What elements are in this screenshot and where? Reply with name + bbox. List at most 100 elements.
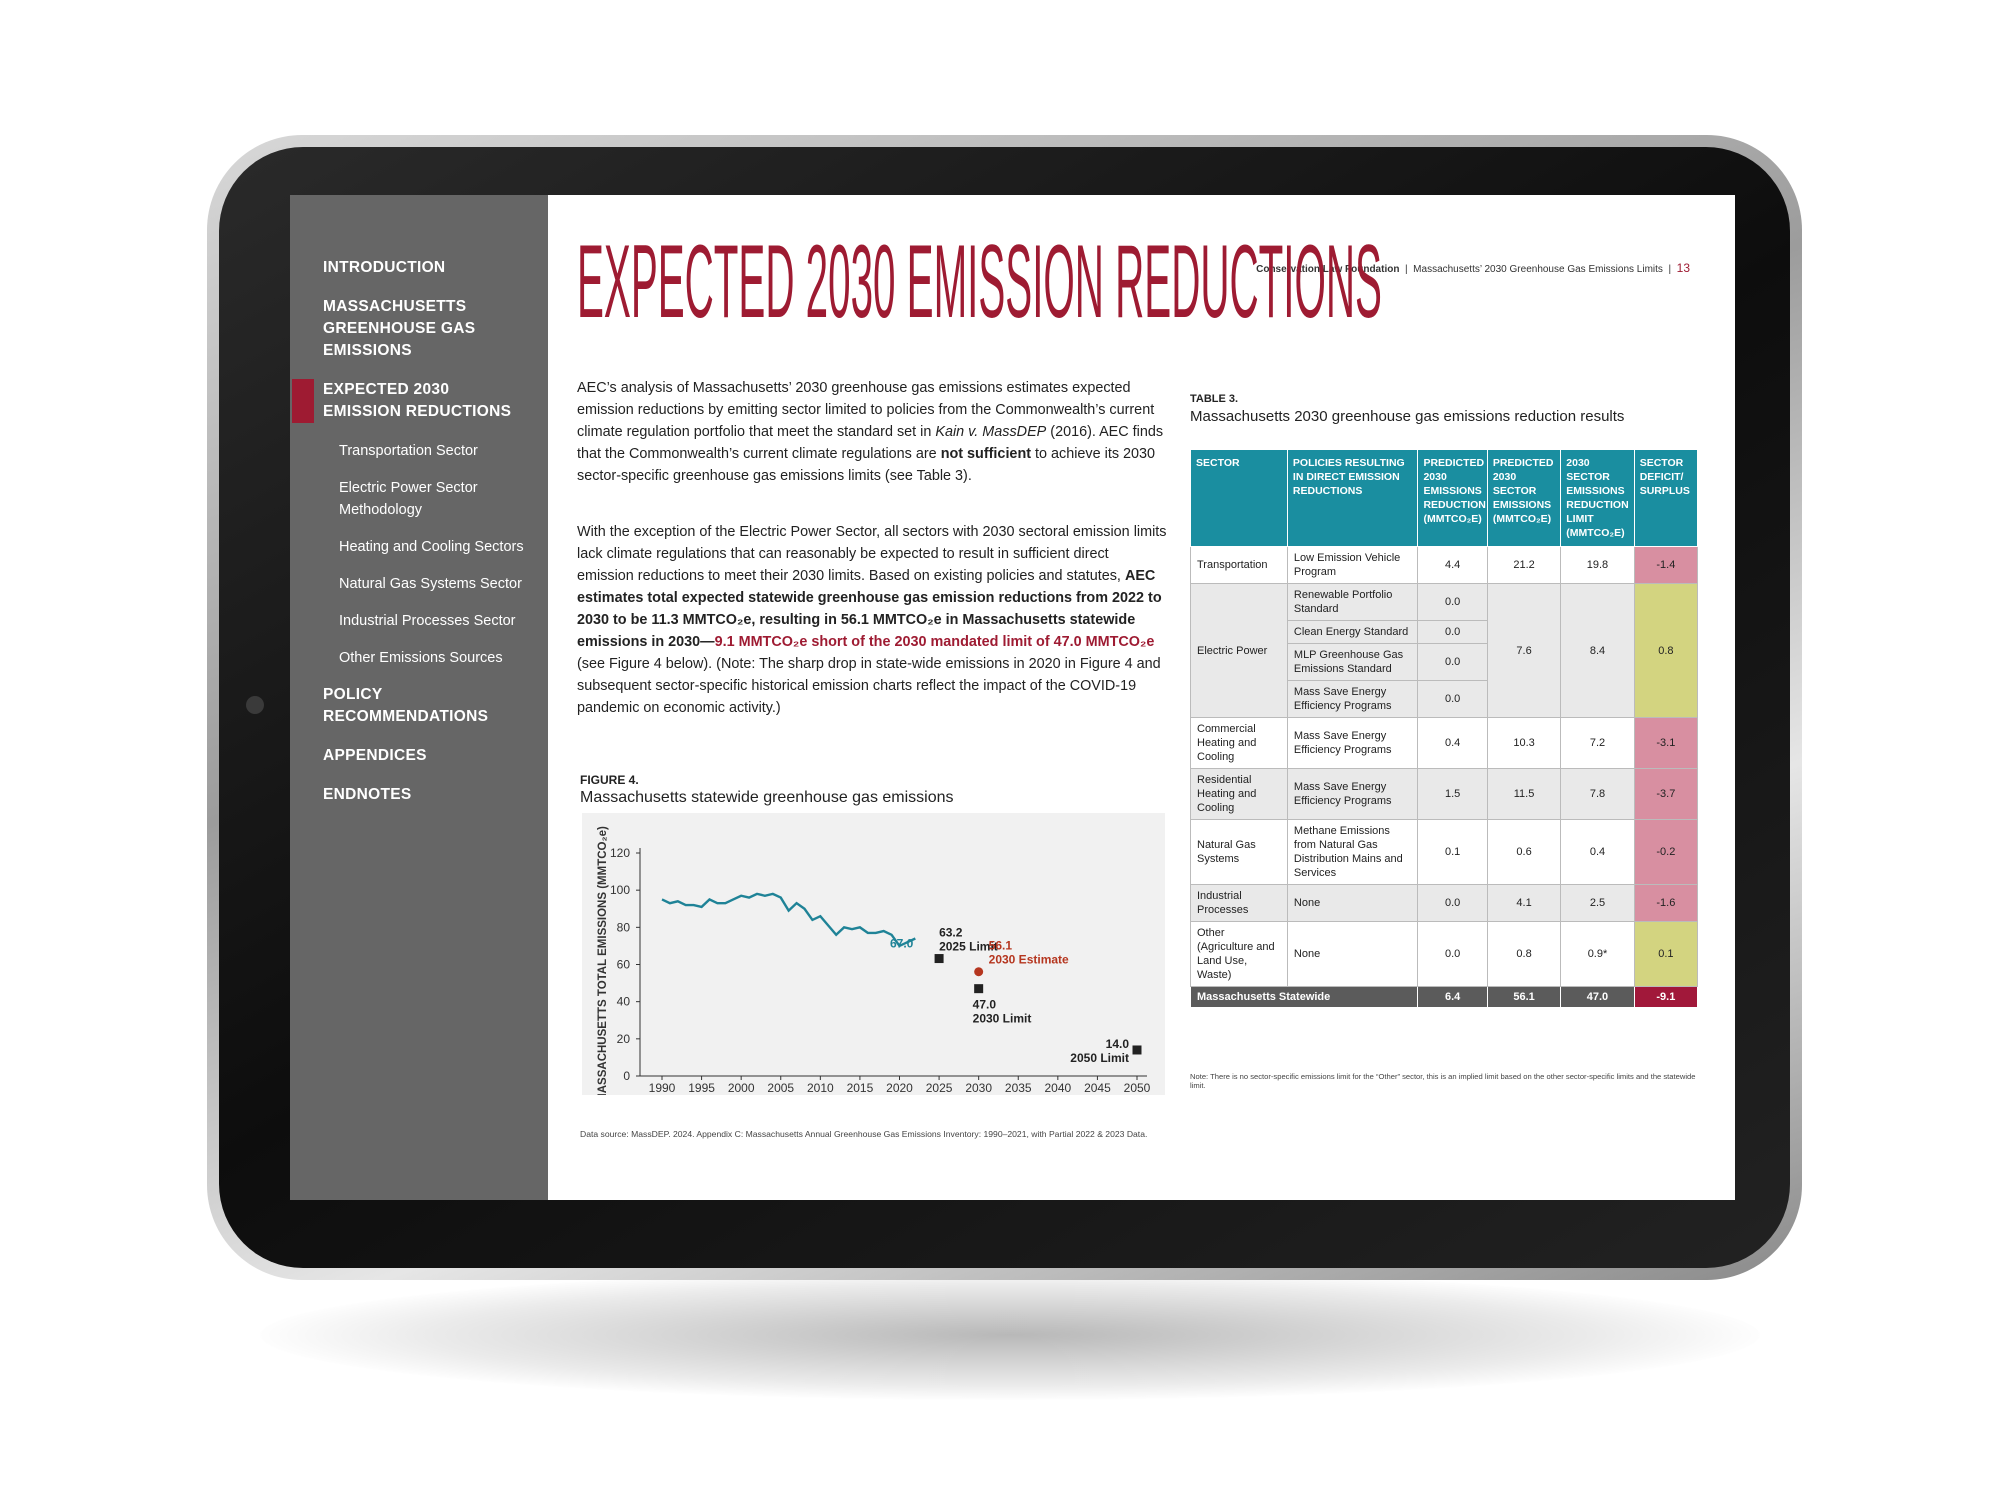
figure-label: FIGURE 4. [580,773,639,787]
reduction-cell: 0.0 [1417,680,1488,718]
screen: INTRODUCTION MASSACHUSETTS GREENHOUSE GAS… [290,195,1735,1200]
text-run: With the exception of the Electric Power… [577,524,1167,584]
emissions-cell: 4.1 [1486,884,1562,922]
column-header: PREDICTED 2030 SECTOR EMISSIONS (MMTCO₂E… [1486,449,1562,547]
policy-cell: Renewable Portfolio Standard [1286,583,1419,621]
policy-cell: Low Emission Vehicle Program [1286,546,1419,584]
nav-item[interactable]: Other Emissions Sources [339,650,503,666]
column-header: SECTOR [1190,449,1288,547]
x-tick-label: 1995 [688,1081,715,1095]
limit-cell: 0.4 [1560,819,1635,885]
total-deficit: -9.1 [1633,986,1699,1008]
reduction-cell: 0.0 [1417,620,1488,644]
nav-item[interactable]: Electric Power Sector Methodology [339,480,478,518]
camera [246,696,264,714]
nav-item[interactable]: APPENDICES [323,747,427,764]
y-tick-label: 80 [617,920,631,934]
nav-item[interactable]: INTRODUCTION [323,259,446,276]
reduction-cell: 1.5 [1417,768,1488,820]
emissions-cell: 21.2 [1486,546,1562,584]
sidebar: INTRODUCTION MASSACHUSETTS GREENHOUSE GAS… [290,195,548,1200]
x-tick-label: 2000 [728,1081,755,1095]
nav-item[interactable]: Industrial Processes Sector [339,613,516,629]
shadow [260,1270,1760,1400]
y-tick-label: 20 [617,1032,631,1046]
table-row: Electric Power Renewable Portfolio Standa… [1190,583,1699,718]
marker [974,967,984,977]
table-label: TABLE 3. [1190,393,1239,405]
nav-item[interactable]: POLICY RECOMMENDATIONS [323,686,489,725]
x-tick-label: 2005 [767,1081,794,1095]
nav-item[interactable]: Natural Gas Systems Sector [339,576,522,592]
y-axis-label: MASSACHUSETTS TOTAL EMISSIONS (MMTCO₂e) [597,826,609,1095]
limit-cell: 7.2 [1560,717,1635,769]
total-emissions: 56.1 [1486,986,1562,1008]
marker-label: 2050 Limit [1070,1051,1129,1065]
sector-cell: Electric Power [1190,583,1288,718]
limit-cell: 19.8 [1560,546,1635,584]
reduction-cell: 0.1 [1417,819,1488,885]
deficit-cell: -1.4 [1633,546,1699,584]
limit-cell: 0.9* [1560,921,1635,987]
emissions-cell: 11.5 [1486,768,1562,820]
y-tick-label: 0 [623,1069,630,1083]
nav-item[interactable]: Heating and Cooling Sectors [339,539,524,555]
nav-item[interactable]: EXPECTED 2030 EMISSION REDUCTIONS [290,379,548,423]
reduction-cell: 0.0 [1417,921,1488,987]
total-limit: 47.0 [1560,986,1635,1008]
total-reduction: 6.4 [1417,986,1488,1008]
policy-cell: None [1286,921,1419,987]
reduction-cell: 0.0 [1417,583,1488,621]
marker [934,954,944,964]
marker-label: 2030 Limit [973,1012,1032,1026]
policy-cell: Mass Save Energy Efficiency Programs [1286,680,1419,718]
line-series [661,892,916,948]
emissions-cell: 10.3 [1486,717,1562,769]
text-run: (2016). AEC finds that the Commonwealth’… [577,424,1164,462]
x-tick-label: 2030 [965,1081,992,1095]
text-run: AEC estimates total expected statewide g… [577,568,1162,650]
sector-cell: Other (Agriculture and Land Use, Waste) [1190,921,1288,987]
x-tick-label: 2035 [1005,1081,1032,1095]
nav-item[interactable]: ENDNOTES [323,786,412,803]
y-tick-label: 60 [617,958,631,972]
marker [974,984,984,994]
sector-cell: Industrial Processes [1190,884,1288,922]
emissions-cell: 0.6 [1486,819,1562,885]
table-note: Note: There is no sector-specific emissi… [1190,1072,1696,1090]
reduction-cell: 0.0 [1417,884,1488,922]
total-row: Massachusetts Statewide 6.4 56.1 47.0 -9.1 [1189,986,1699,1008]
policy-cell: Mass Save Energy Efficiency Programs [1286,768,1419,820]
policy-cell: Methane Emissions from Natural Gas Distr… [1286,819,1419,885]
marker-label: 2025 Limit [939,940,998,954]
nav-item[interactable]: Transportation Sector [339,443,478,459]
marker [1132,1045,1142,1055]
policy-cell: Mass Save Energy Efficiency Programs [1286,717,1419,769]
policy-cell: MLP Greenhouse Gas Emissions Standard [1286,643,1419,681]
limit-cell: 8.4 [1560,583,1635,718]
text-run: not sufficient [940,446,1032,462]
column-header: SECTOR DEFICIT/ SURPLUS [1633,449,1699,547]
x-tick-label: 2015 [847,1081,874,1095]
figure-title: Massachusetts statewide greenhouse gas e… [580,789,954,806]
x-tick-label: 2025 [926,1081,953,1095]
limit-cell: 7.8 [1560,768,1635,820]
column-header: PREDICTED 2030 EMISSIONS REDUCTION (MMTC… [1417,449,1488,547]
sector-cell: Transportation [1190,546,1288,584]
page-title: EXPECTED 2030 EMISSION REDUCTIONS [577,224,1382,340]
text-run: 9.1 MMTCO₂e short of the 2030 mandated l… [714,634,1155,650]
policy-cell: None [1286,884,1419,922]
sector-cell: Commercial Heating and Cooling [1190,717,1288,769]
emissions-cell: 0.8 [1486,921,1562,987]
marker-value: 47.0 [973,998,997,1012]
emissions-cell: 7.6 [1486,583,1562,718]
sector-cell: Residential Heating and Cooling [1190,768,1288,820]
table-row: Commercial Heating and Cooling Mass Save … [1190,717,1699,769]
text-run: Kain v. MassDEP [935,424,1047,440]
reduction-cell: 4.4 [1417,546,1488,584]
nav-item[interactable]: MASSACHUSETTS GREENHOUSE GAS EMISSIONS [323,298,476,359]
table-row: Natural Gas Systems Methane Emissions fro… [1190,819,1699,885]
deficit-cell: 0.1 [1633,921,1699,987]
